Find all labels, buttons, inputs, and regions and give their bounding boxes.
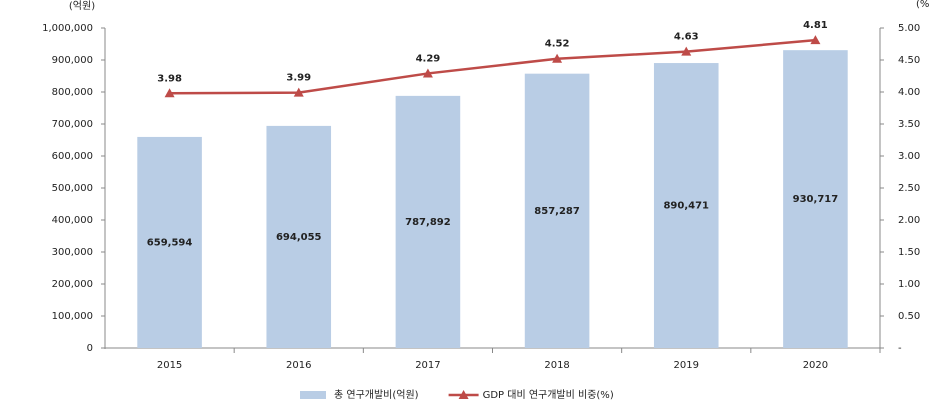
legend-label: 총 연구개발비(억원) (334, 389, 419, 401)
line-value-label: 3.99 (286, 73, 311, 84)
line (169, 38, 816, 95)
bar-value-label: 930,717 (793, 194, 839, 205)
line-value-label: 4.52 (545, 39, 570, 50)
y-tick-label: 600,000 (52, 151, 93, 162)
y2-tick-label: 0.50 (898, 311, 920, 322)
y2-tick-label: 2.00 (898, 215, 920, 226)
y2-tick-label: 4.00 (898, 87, 920, 98)
x-tick-label: 2019 (674, 360, 699, 371)
y-tick-label: 1,000,000 (42, 23, 93, 34)
x-tick-label: 2015 (157, 360, 182, 371)
y2-tick-label: 5.00 (898, 23, 920, 34)
y-tick-label: 0 (87, 343, 93, 354)
y2-tick-label: - (898, 343, 902, 354)
line-value-label: 4.63 (674, 32, 699, 43)
y-tick-label: 400,000 (52, 215, 93, 226)
bar-value-label: 787,892 (405, 217, 451, 228)
y-axis-label: (억원) (69, 0, 95, 12)
x-tick-label: 2018 (544, 360, 569, 371)
legend-swatch (300, 391, 326, 399)
x-tick-label: 2016 (286, 360, 311, 371)
y-tick-label: 900,000 (52, 55, 93, 66)
y2-tick-label: 3.00 (898, 151, 920, 162)
y2-axis-label: (%) (916, 0, 930, 10)
legend-label: GDP 대비 연구개발비 비중(%) (483, 389, 614, 401)
bar (395, 95, 461, 348)
bar-value-label: 659,594 (147, 237, 193, 248)
bar (524, 73, 590, 349)
y-tick-label: 100,000 (52, 311, 93, 322)
bar (137, 136, 202, 348)
y-tick-label: 500,000 (52, 183, 93, 194)
bar-value-label: 890,471 (663, 201, 709, 212)
line-marker (422, 68, 433, 78)
y-tick-label: 300,000 (52, 247, 93, 258)
line-marker (552, 53, 563, 63)
x-tick-label: 2020 (803, 360, 828, 371)
line-marker (810, 35, 821, 45)
y-tick-label: 200,000 (52, 279, 93, 290)
bar-value-label: 857,287 (534, 206, 580, 217)
bar (783, 50, 848, 348)
line-value-label: 3.98 (157, 73, 182, 84)
y2-tick-label: 1.50 (898, 247, 920, 258)
y-tick-label: 700,000 (52, 119, 93, 130)
y2-tick-label: 1.00 (898, 279, 920, 290)
line-value-label: 4.29 (416, 53, 441, 64)
bar (266, 125, 332, 348)
bar-value-label: 694,055 (276, 232, 322, 243)
y2-tick-label: 2.50 (898, 183, 920, 194)
y-tick-label: 800,000 (52, 87, 93, 98)
legend-marker (458, 390, 469, 399)
y2-tick-label: 4.50 (898, 55, 920, 66)
line-marker (293, 87, 304, 97)
line-value-label: 4.81 (803, 20, 828, 31)
line-marker (681, 46, 692, 56)
line-marker (164, 88, 175, 98)
x-tick-label: 2017 (415, 360, 440, 371)
y2-tick-label: 3.50 (898, 119, 920, 130)
bar (653, 63, 719, 348)
